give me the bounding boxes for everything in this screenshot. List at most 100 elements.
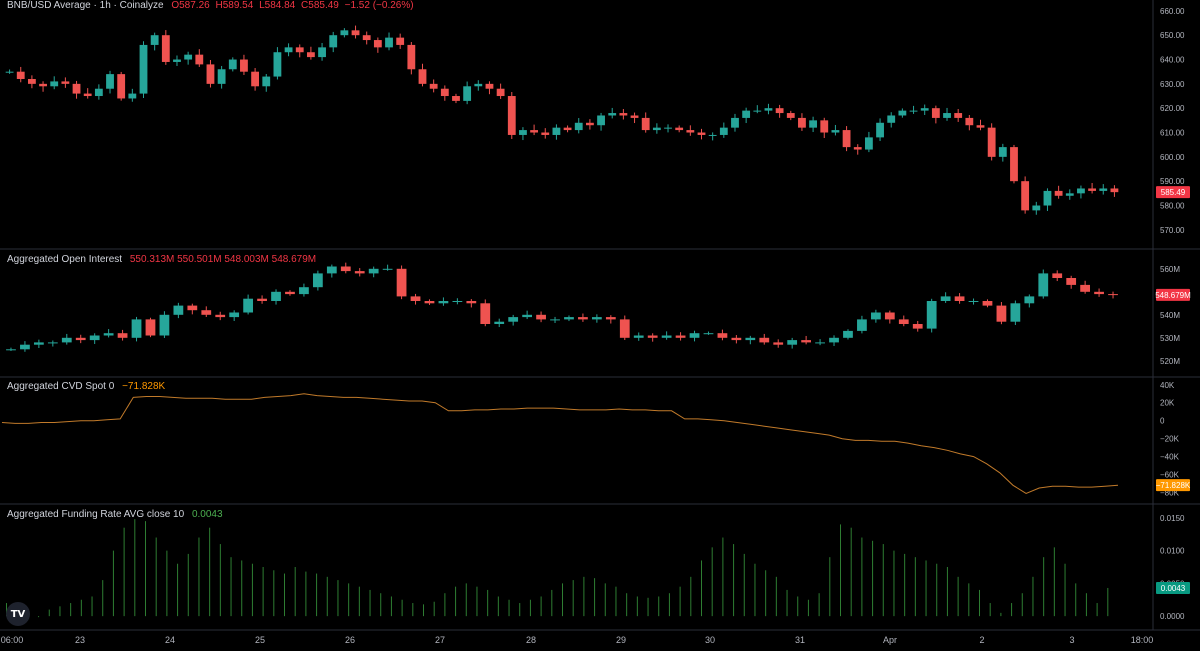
- oi-candle: [201, 310, 212, 315]
- price-candle: [697, 132, 706, 135]
- y-tick-label: 650.00: [1160, 31, 1185, 40]
- price-candle: [998, 147, 1007, 157]
- price-candle: [786, 113, 795, 118]
- x-tick-label: 2: [979, 635, 984, 645]
- price-candle: [1099, 188, 1108, 191]
- price-candle: [742, 110, 751, 118]
- oi-candle: [424, 301, 435, 304]
- funding-bar: [412, 603, 414, 617]
- funding-bar: [946, 567, 948, 617]
- funding-bar: [465, 583, 467, 617]
- y-tick-label: −20K: [1160, 435, 1180, 444]
- price-candle: [396, 37, 405, 45]
- x-tick-label: 23: [75, 635, 85, 645]
- oi-candle: [536, 314, 546, 320]
- price-candle: [306, 52, 315, 58]
- funding-bar: [187, 553, 189, 617]
- funding-bar: [48, 609, 50, 617]
- funding-bar: [861, 537, 863, 617]
- funding-bar: [604, 583, 606, 617]
- oi-candle: [89, 335, 100, 341]
- oi-candle: [103, 333, 114, 336]
- price-candle: [228, 59, 237, 70]
- price-candle: [775, 108, 784, 114]
- price-candle: [5, 71, 14, 73]
- y-tick-label: 610.00: [1160, 129, 1185, 138]
- x-tick-label: 06:00: [1, 635, 24, 645]
- funding-bar: [59, 606, 61, 617]
- price-candle: [362, 35, 371, 41]
- cvd-line: [1, 393, 1119, 494]
- price-candle: [842, 130, 851, 148]
- tradingview-logo-icon[interactable]: TV: [6, 602, 30, 626]
- funding-bar: [829, 557, 831, 617]
- funding-bar: [219, 544, 221, 617]
- price-candle: [251, 71, 260, 87]
- oi-candle: [884, 312, 895, 320]
- price-candle: [1010, 147, 1018, 182]
- oi-candle: [1038, 273, 1049, 297]
- price-candle: [820, 120, 829, 133]
- y-tick-label: −60K: [1160, 471, 1180, 480]
- price-candle: [630, 115, 639, 118]
- y-tick-label: 530M: [1160, 334, 1180, 343]
- funding-bar: [529, 599, 531, 617]
- y-tick-label: 540M: [1160, 311, 1180, 320]
- cvd-legend-value: −71.828K: [122, 381, 166, 392]
- funding-legend: Aggregated Funding Rate AVG close 10 0.0…: [7, 509, 223, 521]
- oi-candle: [20, 344, 30, 350]
- funding-bar: [636, 596, 638, 617]
- y-tick-label: 40K: [1160, 381, 1175, 390]
- oi-candle: [145, 319, 156, 336]
- funding-bar: [1075, 583, 1077, 617]
- price-candle: [920, 108, 929, 111]
- oi-candle: [187, 305, 198, 311]
- price-candle: [418, 69, 427, 84]
- price-candle: [664, 127, 672, 129]
- funding-bar: [775, 576, 777, 617]
- funding-bar: [872, 540, 874, 617]
- price-candle: [195, 54, 204, 65]
- y-tick-label: −40K: [1160, 453, 1180, 462]
- funding-last-badge-text: 0.0043: [1161, 584, 1186, 593]
- y-tick-label: 620.00: [1160, 104, 1185, 113]
- price-candle: [597, 115, 605, 126]
- price-candle: [61, 81, 70, 84]
- funding-bar: [668, 593, 670, 617]
- funding-bar: [102, 580, 104, 617]
- cvd-last-badge-text: −71.828K: [1156, 481, 1191, 490]
- funding-bar: [797, 596, 799, 617]
- funding-bar: [112, 550, 114, 617]
- oi-candle: [787, 340, 798, 345]
- oi-candle: [326, 266, 337, 274]
- funding-bar: [145, 521, 146, 617]
- funding-bar: [615, 586, 617, 617]
- funding-bar: [562, 583, 563, 617]
- funding-bar: [1107, 587, 1109, 617]
- price-candle: [161, 35, 170, 62]
- funding-bar: [444, 593, 446, 617]
- funding-bar: [508, 599, 510, 617]
- funding-bar: [369, 589, 371, 617]
- price-candle: [106, 74, 114, 89]
- funding-bar: [241, 560, 243, 617]
- funding-bar: [273, 570, 275, 617]
- x-tick-label: 31: [795, 635, 805, 645]
- price-candle: [150, 35, 159, 45]
- y-tick-label: 570.00: [1160, 226, 1185, 235]
- oi-candle: [829, 337, 839, 343]
- price-candle: [1021, 181, 1030, 211]
- price-candle: [809, 120, 818, 128]
- funding-bar: [936, 563, 938, 617]
- cvd-legend-title: Aggregated CVD Spot 0: [7, 381, 115, 392]
- price-candle: [440, 88, 449, 97]
- funding-bar: [1000, 612, 1002, 617]
- funding-bar: [433, 601, 435, 617]
- funding-bar: [177, 563, 179, 617]
- oi-candle: [438, 301, 449, 304]
- price-candle: [139, 44, 148, 94]
- price-candle: [574, 122, 583, 131]
- y-tick-label: 0: [1160, 417, 1165, 426]
- oi-candle: [605, 317, 616, 320]
